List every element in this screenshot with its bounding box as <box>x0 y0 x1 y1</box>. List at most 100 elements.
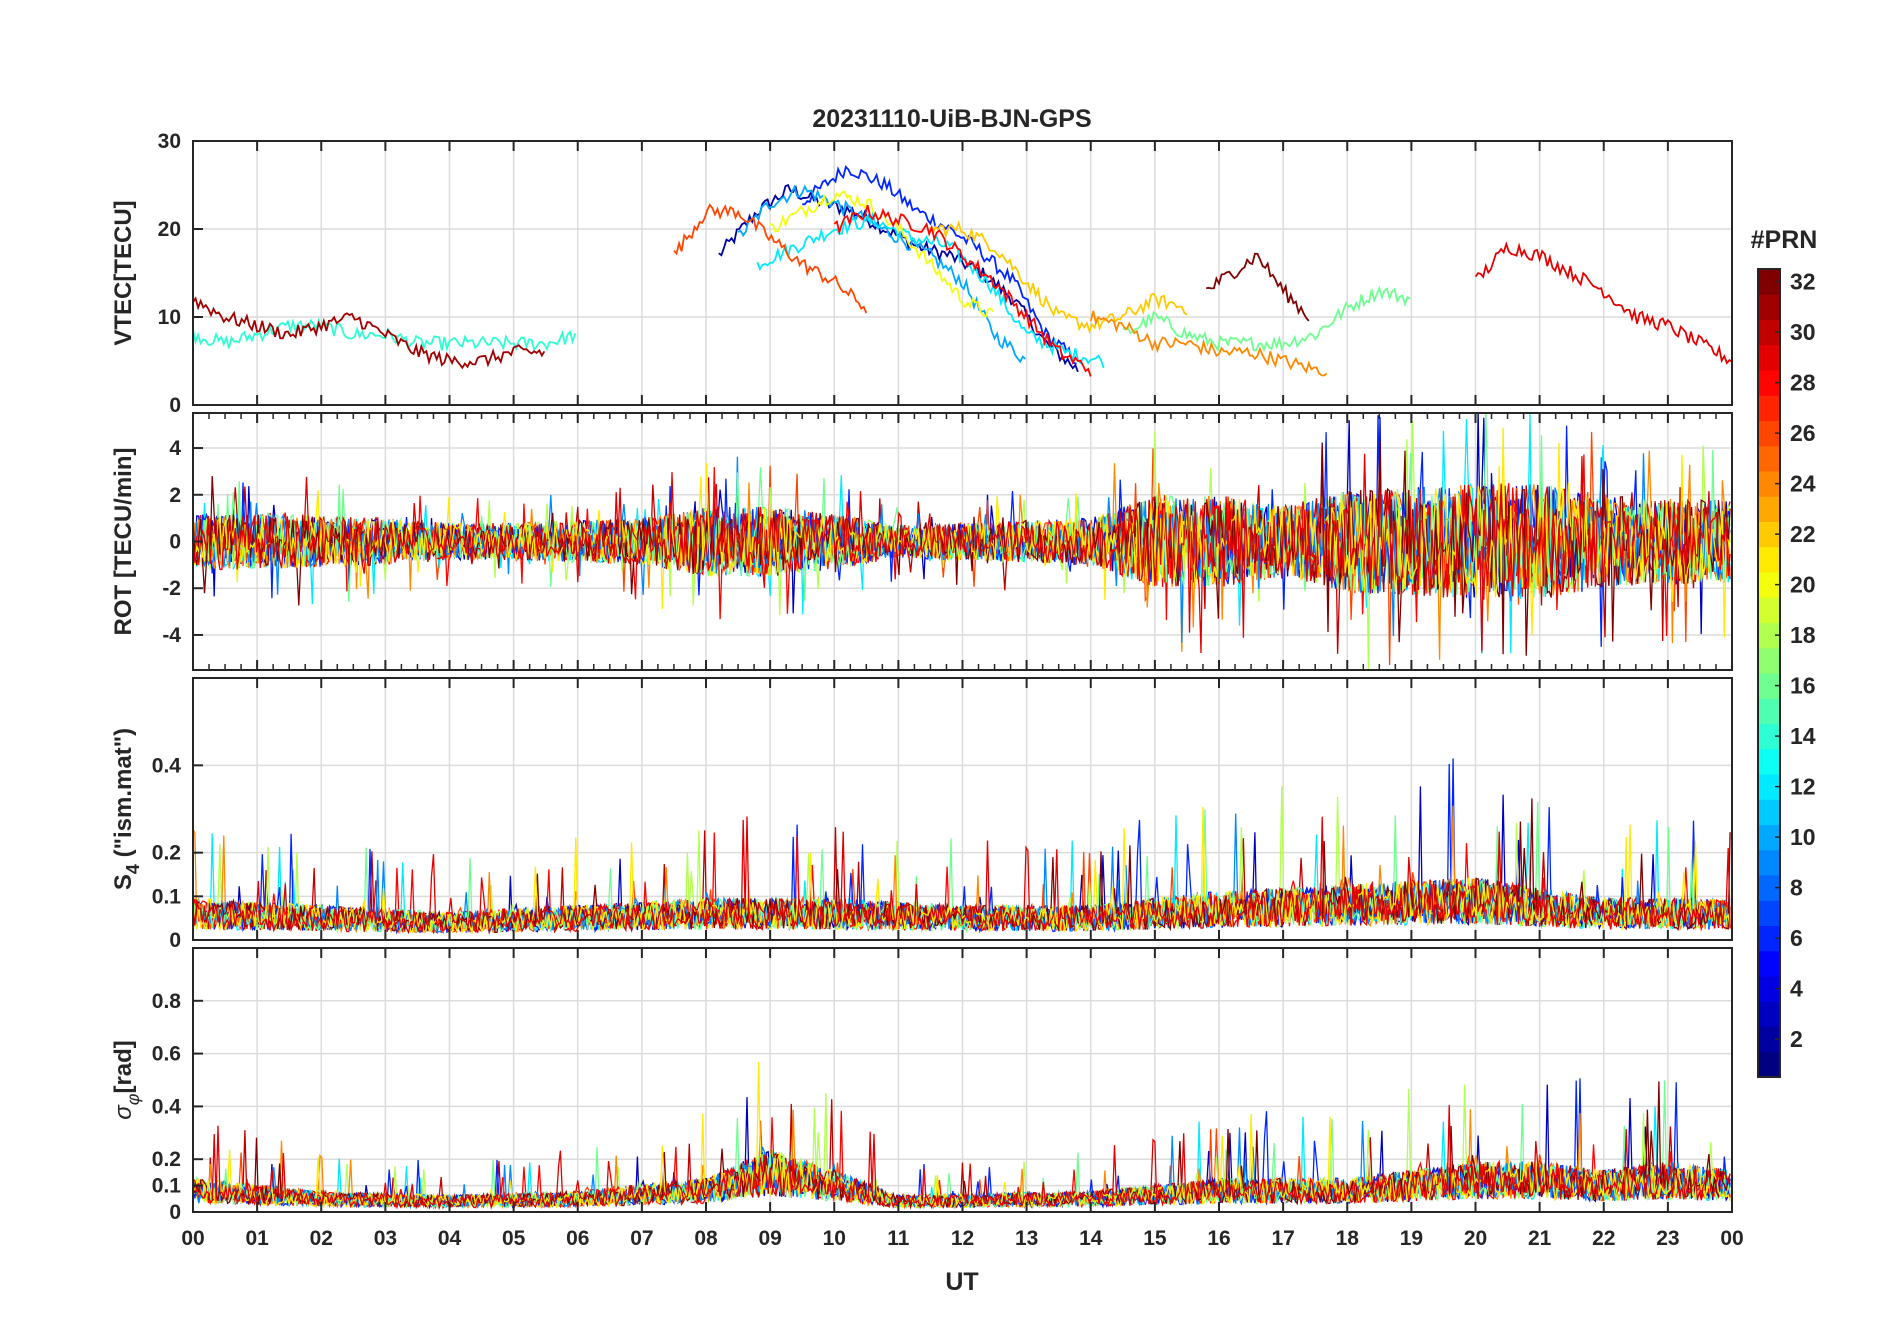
colorbar-tick-label: 2 <box>1790 1026 1803 1052</box>
x-tick-label: 16 <box>1207 1227 1230 1250</box>
x-tick-label: 22 <box>1592 1227 1615 1250</box>
colorbar-segment <box>1758 1051 1780 1078</box>
vtec-series-prn-24 <box>1089 310 1328 377</box>
colorbar-segment <box>1758 496 1780 522</box>
colorbar-tick-label: 14 <box>1790 723 1816 749</box>
rot-series-prn-29 <box>193 453 1731 654</box>
y-tick-label: 0 <box>169 531 181 554</box>
colorbar-segment <box>1758 673 1780 699</box>
plot-area-s4 <box>193 758 1731 936</box>
chart-title: 20231110-UiB-BJN-GPS <box>812 105 1091 133</box>
vtec-series-prn-31 <box>193 296 546 370</box>
y-tick-label: 0.6 <box>152 1043 181 1066</box>
colorbar-frame <box>1757 268 1781 1078</box>
colorbar-segment <box>1758 597 1780 623</box>
x-tick-label: 11 <box>887 1227 910 1250</box>
vtec-series-prn-22 <box>929 220 1188 335</box>
s4-series-prn-29 <box>193 816 1731 935</box>
colorbar-segment <box>1758 319 1780 346</box>
colorbar-segment <box>1758 370 1780 396</box>
colorbar-segment <box>1758 925 1780 952</box>
x-tick-label: 13 <box>1015 1227 1038 1250</box>
y-tick-label: 0.1 <box>152 1175 182 1198</box>
x-tick-label: 08 <box>694 1227 718 1250</box>
colorbar-segment <box>1758 748 1780 775</box>
vtec-series-prn-26 <box>673 203 868 314</box>
colorbar-segment <box>1758 950 1780 977</box>
x-tick-label: 19 <box>1400 1227 1423 1250</box>
y-tick-label: 4 <box>169 437 181 460</box>
colorbar-segment <box>1758 395 1780 421</box>
y-tick-label: 0.4 <box>152 754 182 777</box>
colorbar-segment <box>1758 647 1780 674</box>
x-tick-label: 00 <box>181 1227 204 1250</box>
colorbar-segment <box>1758 723 1780 750</box>
y-tick-label: 0 <box>169 1201 181 1224</box>
colorbar-tick-label: 6 <box>1790 925 1803 951</box>
y-axis-label-s4: S4 ("ism.mat") <box>110 728 143 890</box>
y-tick-label: 0.4 <box>152 1095 182 1118</box>
y-tick-label: 0 <box>169 929 181 952</box>
colorbar-segment <box>1758 698 1780 724</box>
x-tick-label: 21 <box>1528 1227 1552 1250</box>
colorbar-tick-label: 18 <box>1790 622 1816 648</box>
x-tick-label: 03 <box>374 1227 397 1250</box>
colorbar-tick-label: 26 <box>1790 420 1816 446</box>
panel-vtec: 0 10 20 30 VTEC[TECU] <box>110 130 1733 417</box>
x-tick-label: 01 <box>245 1227 269 1250</box>
colorbar-segment <box>1758 521 1780 548</box>
panel-sigma_phi: 0 0.1 0.2 0.4 0.6 0.8 σφ[rad] <box>110 947 1733 1224</box>
colorbar-label: #PRN <box>1751 226 1818 254</box>
vtec-series-prn-29 <box>1474 241 1732 365</box>
x-tick-label: 06 <box>566 1227 589 1250</box>
colorbar-segment <box>1758 1001 1780 1027</box>
sigma_phi-series-prn-9 <box>193 1120 1731 1210</box>
y-axis-label-vtec: VTEC[TECU] <box>110 200 137 345</box>
colorbar-tick-label: 22 <box>1790 521 1816 547</box>
y-tick-label: 0.2 <box>152 1148 181 1171</box>
y-tick-label: 10 <box>158 306 181 329</box>
colorbar-tick-label: 10 <box>1790 824 1816 850</box>
colorbar-segment <box>1758 900 1780 926</box>
y-tick-label: 0.1 <box>152 885 182 908</box>
plot-area-rot <box>193 413 1731 670</box>
y-tick-label: 30 <box>158 130 181 153</box>
colorbar-segment <box>1758 1026 1780 1053</box>
colorbar-segment <box>1758 546 1780 573</box>
y-axis-label-rot: ROT [TECU/min] <box>110 448 137 636</box>
x-tick-label: 17 <box>1271 1227 1294 1250</box>
colorbar-tick-label: 16 <box>1790 673 1816 699</box>
colorbar-segment <box>1758 269 1780 295</box>
colorbar-tick-label: 4 <box>1790 976 1803 1002</box>
x-tick-label: 02 <box>310 1227 333 1250</box>
x-tick-label: 04 <box>438 1227 462 1250</box>
x-tick-label: 12 <box>951 1227 974 1250</box>
y-tick-label: 2 <box>169 484 181 507</box>
vtec-series-prn-12 <box>756 210 1105 369</box>
colorbar-tick-label: 24 <box>1790 471 1816 497</box>
y-tick-label: -4 <box>162 624 181 647</box>
x-tick-label: 07 <box>630 1227 653 1250</box>
x-tick-label: 14 <box>1079 1227 1103 1250</box>
colorbar-segment <box>1758 572 1780 598</box>
panel-s4: 0 0.1 0.2 0.4 S4 ("ism.mat") <box>110 677 1733 952</box>
x-tick-label: 20 <box>1464 1227 1487 1250</box>
y-tick-label: -2 <box>162 577 181 600</box>
colorbar-segment <box>1758 420 1780 447</box>
x-axis-label: UT <box>945 1268 978 1296</box>
vtec-series-prn-14 <box>193 317 577 353</box>
colorbar-tick-label: 8 <box>1790 875 1803 901</box>
colorbar-segment <box>1758 976 1780 1002</box>
x-tick-label: 10 <box>823 1227 846 1250</box>
colorbar-tick-label: 32 <box>1790 269 1816 295</box>
colorbar-segment <box>1758 824 1780 851</box>
x-tick-label: 05 <box>502 1227 526 1250</box>
colorbar-tick-label: 28 <box>1790 370 1816 396</box>
x-tick-label: 23 <box>1656 1227 1679 1250</box>
colorbar-segment <box>1758 294 1780 320</box>
plot-area-vtec <box>193 165 1732 377</box>
colorbar-segment <box>1758 799 1780 825</box>
colorbar-segment <box>1758 344 1780 371</box>
